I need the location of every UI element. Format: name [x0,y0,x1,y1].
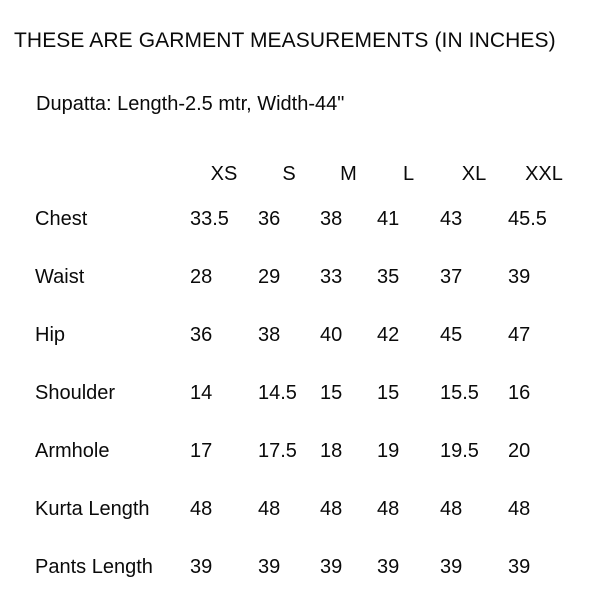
cell-chest-xxl: 45.5 [508,207,547,230]
row-label-armhole: Armhole [35,439,110,462]
cell-shoulder-m: 15 [320,381,343,404]
cell-kurta-length-l: 48 [377,497,400,520]
cell-pants-length-xs: 39 [190,555,213,578]
measurements-table: XS S M L XL XXL Chest 33.5 36 38 41 43 4… [35,136,580,596]
cell-armhole-l: 19 [377,439,400,462]
table-row: Shoulder 14 14.5 15 15 15.5 16 [35,364,580,422]
cell-hip-xs: 36 [190,323,213,346]
row-label-waist: Waist [35,265,85,288]
row-label-hip: Hip [35,323,66,346]
cell-kurta-length-s: 48 [258,497,281,520]
column-header-l: L [402,163,415,185]
column-header-xxl: XXL [525,163,563,185]
cell-shoulder-xl: 15.5 [440,381,479,404]
cell-hip-l: 42 [377,323,400,346]
cell-kurta-length-xxl: 48 [508,497,531,520]
row-label-pants-length: Pants Length [35,555,153,578]
cell-hip-m: 40 [320,323,343,346]
dupatta-note: Dupatta: Length-2.5 mtr, Width-44" [36,93,345,115]
cell-waist-s: 29 [258,265,281,288]
cell-kurta-length-xl: 48 [440,497,463,520]
cell-chest-s: 36 [258,207,281,230]
row-label-kurta-length: Kurta Length [35,497,150,520]
cell-waist-l: 35 [377,265,400,288]
cell-armhole-xxl: 20 [508,439,531,462]
cell-pants-length-xl: 39 [440,555,463,578]
cell-chest-m: 38 [320,207,343,230]
cell-hip-s: 38 [258,323,281,346]
table-row: Chest 33.5 36 38 41 43 45.5 [35,190,580,248]
cell-kurta-length-xs: 48 [190,497,213,520]
cell-armhole-xs: 17 [190,439,213,462]
cell-armhole-xl: 19.5 [440,439,479,462]
table-row: Armhole 17 17.5 18 19 19.5 20 [35,422,580,480]
cell-hip-xl: 45 [440,323,463,346]
cell-hip-xxl: 47 [508,323,531,346]
cell-waist-xxl: 39 [508,265,531,288]
cell-shoulder-xxl: 16 [508,381,531,404]
cell-chest-l: 41 [377,207,400,230]
cell-kurta-length-m: 48 [320,497,343,520]
cell-pants-length-l: 39 [377,555,400,578]
row-label-shoulder: Shoulder [35,381,116,404]
table-header: XS S M L XL XXL [35,136,580,190]
row-label-chest: Chest [35,207,88,230]
cell-pants-length-s: 39 [258,555,281,578]
column-header-xs: XS [210,163,238,185]
table-row: Kurta Length 48 48 48 48 48 48 [35,480,580,538]
table-row: Hip 36 38 40 42 45 47 [35,306,580,364]
column-header-measurement [35,136,190,190]
column-header-s: S [282,163,296,185]
cell-waist-m: 33 [320,265,343,288]
cell-chest-xl: 43 [440,207,463,230]
table-body: Chest 33.5 36 38 41 43 45.5 Waist 28 29 … [35,190,580,596]
cell-shoulder-xs: 14 [190,381,213,404]
page-title: THESE ARE GARMENT MEASUREMENTS (IN INCHE… [14,29,556,52]
cell-shoulder-l: 15 [377,381,400,404]
cell-armhole-m: 18 [320,439,343,462]
cell-armhole-s: 17.5 [258,439,297,462]
table-row: Pants Length 39 39 39 39 39 39 [35,538,580,596]
column-header-xl: XL [461,163,487,185]
cell-chest-xs: 33.5 [190,207,229,230]
cell-shoulder-s: 14.5 [258,381,297,404]
cell-pants-length-xxl: 39 [508,555,531,578]
cell-waist-xl: 37 [440,265,463,288]
cell-waist-xs: 28 [190,265,213,288]
table-header-row: XS S M L XL XXL [35,136,580,190]
table-row: Waist 28 29 33 35 37 39 [35,248,580,306]
column-header-m: M [340,163,357,185]
cell-pants-length-m: 39 [320,555,343,578]
